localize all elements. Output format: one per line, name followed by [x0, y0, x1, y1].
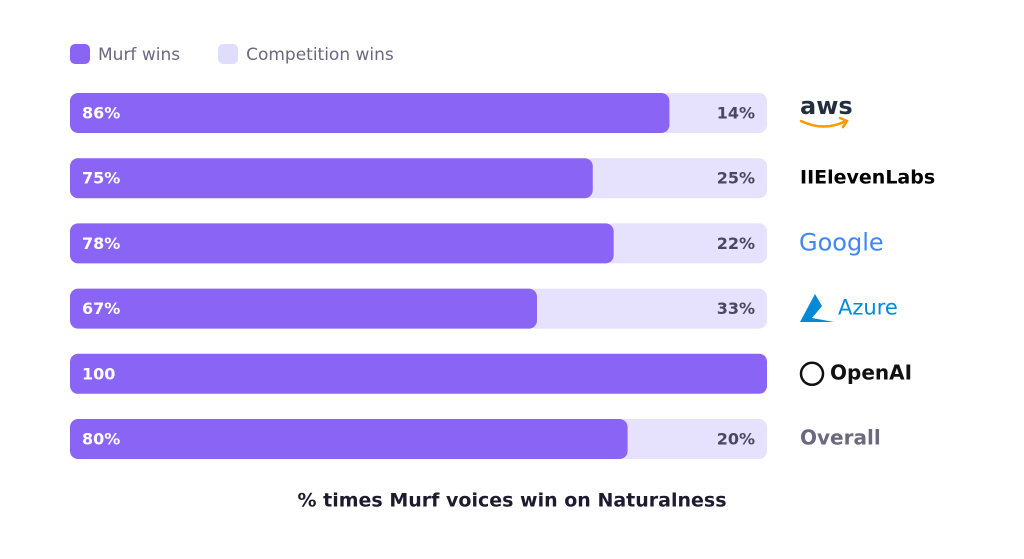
bar-competition: [659, 93, 767, 133]
value-label: 86%: [82, 104, 120, 123]
legend-label: Murf wins: [98, 45, 180, 65]
bar-murf: [70, 93, 670, 133]
value-label: 22%: [717, 234, 755, 253]
category-label: Azure: [838, 296, 898, 320]
legend-label: Competition wins: [246, 45, 394, 65]
value-label: 75%: [82, 169, 120, 188]
logo-icon: [800, 294, 834, 322]
value-label: 33%: [717, 299, 755, 318]
chart-title: % times Murf voices win on Naturalness: [297, 490, 726, 512]
bar-murf: [70, 223, 614, 264]
category-label: OpenAI: [830, 360, 912, 384]
value-label: 25%: [717, 169, 755, 188]
value-label: 80%: [82, 430, 120, 449]
bar-competition: [582, 158, 767, 199]
bar-murf: [70, 288, 537, 329]
logo-icon: [799, 361, 825, 387]
category-label: Google: [799, 228, 884, 256]
bar-competition: [603, 223, 767, 264]
bar-murf: [70, 353, 767, 394]
value-label: 78%: [82, 234, 120, 253]
category-label: Overall: [800, 426, 881, 450]
value-label: 100: [82, 364, 115, 383]
bar-murf: [70, 158, 593, 199]
value-label: 20%: [717, 430, 755, 449]
value-label: 14%: [717, 104, 755, 123]
category-label: IIElevenLabs: [800, 167, 935, 189]
bar-murf: [70, 419, 628, 459]
logo-smile: [799, 116, 849, 129]
legend-swatch: [218, 44, 239, 64]
legend-swatch: [70, 44, 90, 64]
bar-competition: [526, 288, 767, 329]
bar-competition: [617, 419, 767, 459]
category-label: aws: [800, 92, 853, 120]
value-label: 67%: [82, 299, 120, 318]
